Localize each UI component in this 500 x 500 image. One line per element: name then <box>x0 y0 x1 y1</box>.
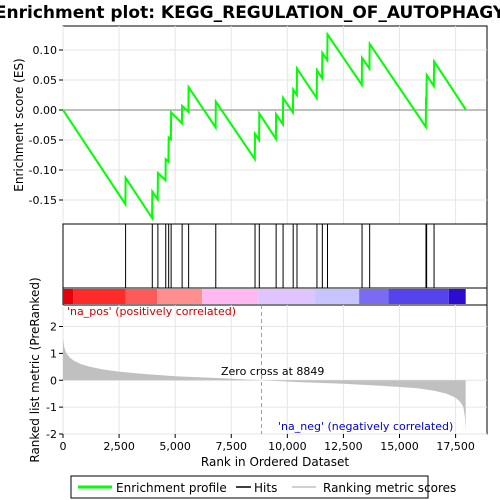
ranked-metric-y-tick-label: -2 <box>46 428 57 441</box>
color-band-segment <box>258 289 315 304</box>
chart-title: Enrichment plot: KEGG_REGULATION_OF_AUTO… <box>0 3 500 23</box>
es-y-tick-label: 0.10 <box>33 44 58 57</box>
es-y-tick-label: 0.00 <box>33 104 58 117</box>
es-y-axis-label: Enrichment score (ES) <box>12 58 26 191</box>
color-band-segment <box>388 289 449 304</box>
legend-label-enrichment-profile: Enrichment profile <box>116 481 227 495</box>
es-y-axis: 0.10 0.05 0.00 -0.05 -0.10 -0.15 <box>29 44 63 207</box>
ranking-metric-area <box>63 337 466 430</box>
x-tick-label: 10,000 <box>268 440 307 453</box>
zero-cross-label: Zero cross at 8849 <box>221 365 324 378</box>
ranked-metric-y-axis-label: Ranked list metric (PreRanked) <box>28 277 42 462</box>
negative-correlation-label: 'na_neg' (negatively correlated) <box>278 420 453 433</box>
x-tick-label: 2,500 <box>103 440 135 453</box>
hit-markers <box>125 224 435 288</box>
legend-label-ranking-metric: Ranking metric scores <box>323 481 456 495</box>
x-axis-label: Rank in Ordered Dataset <box>201 455 349 469</box>
es-y-tick-label: -0.10 <box>29 164 57 177</box>
ranked-metric-y-axis: 2 1 0 -1 -2 <box>46 321 63 441</box>
ranked-metric-y-tick-label: 2 <box>50 321 57 334</box>
x-tick-label: 7,500 <box>216 440 248 453</box>
color-band-segment <box>202 289 259 304</box>
es-y-tick-label: 0.05 <box>33 74 58 87</box>
ranked-metric-y-tick-label: 1 <box>50 347 57 360</box>
hits-panel-frame <box>62 223 488 289</box>
color-band-segment <box>125 289 158 304</box>
color-band-segment <box>157 289 203 304</box>
color-band-panel <box>62 287 488 306</box>
color-band-segment <box>314 289 360 304</box>
ranked-metric-gridlines <box>62 305 487 435</box>
ranked-metric-y-tick-label: 0 <box>50 374 57 387</box>
color-band-segment <box>63 289 74 304</box>
es-y-tick-label: -0.15 <box>29 194 57 207</box>
x-tick-label: 15,000 <box>380 440 419 453</box>
legend-label-hits: Hits <box>254 481 277 495</box>
positive-correlation-label: 'na_pos' (positively correlated) <box>67 305 236 318</box>
ranked-metric-y-tick-label: -1 <box>46 401 57 414</box>
es-y-tick-label: -0.05 <box>29 134 57 147</box>
ranked-metric-panel: 'na_pos' (positively correlated) Zero cr… <box>28 277 488 463</box>
legend: Enrichment profile Hits Ranking metric s… <box>70 475 456 499</box>
hits-panel <box>62 223 488 289</box>
color-band-segment <box>448 289 466 304</box>
x-tick-label: 12,500 <box>324 440 363 453</box>
x-axis: 0 2,500 5,000 7,500 10,000 12,500 15,000 17,500 <box>60 434 475 453</box>
x-tick-label: 17,500 <box>436 440 475 453</box>
es-panel: 0.10 0.05 0.00 -0.05 -0.10 -0.15 Enrichment s… <box>12 25 488 225</box>
color-band-segment <box>359 289 389 304</box>
correlation-color-band <box>63 289 466 304</box>
x-tick-label: 0 <box>60 440 67 453</box>
color-band-segment <box>73 289 126 304</box>
enrichment-profile-line <box>62 31 467 222</box>
x-tick-label: 5,000 <box>159 440 191 453</box>
